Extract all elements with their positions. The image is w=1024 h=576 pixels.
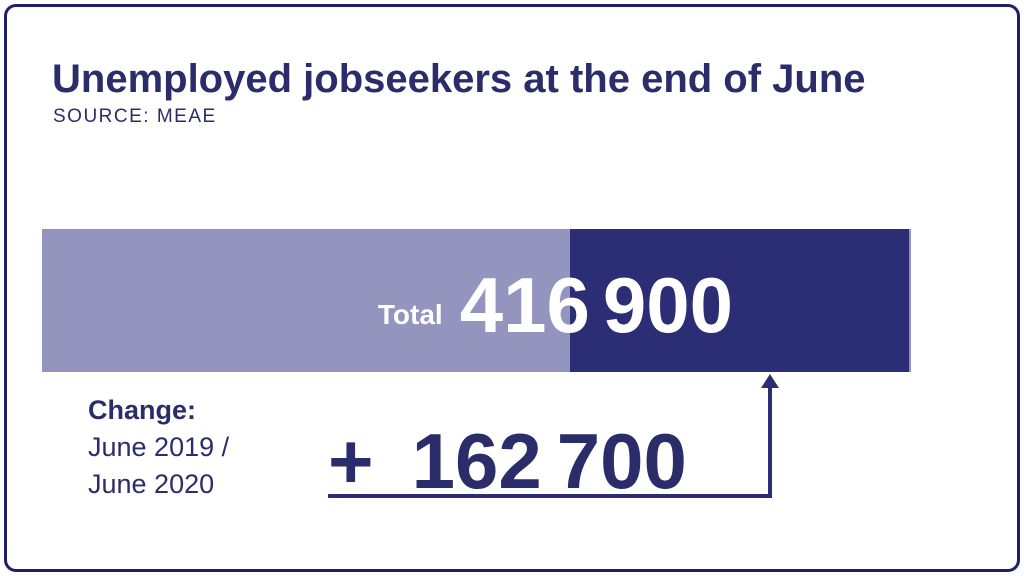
change-arrow-horizontal-line — [328, 494, 772, 498]
change-label-block: Change: June 2019 / June 2020 — [88, 392, 229, 503]
total-label: Total — [377, 298, 443, 330]
change-segment — [569, 229, 909, 372]
change-value-sign: + — [328, 417, 374, 505]
change-period-line2: June 2020 — [88, 469, 215, 499]
change-period-line1: June 2019 / — [88, 432, 230, 462]
change-arrow-head-icon — [761, 374, 779, 388]
change-label: Change: — [88, 395, 196, 425]
change-value: +162 700 — [328, 422, 687, 500]
total-value-thousands: 416 — [459, 260, 590, 349]
change-arrow-vertical-line — [768, 386, 772, 498]
change-value-thousands: 162 — [411, 417, 542, 505]
total-value-hundreds: 900 — [602, 260, 733, 349]
page-title: Unemployed jobseekers at the end of June — [52, 57, 866, 101]
total-bar: Total 416 900 — [42, 229, 911, 372]
total-value-group: Total 416 900 — [42, 229, 911, 372]
change-value-hundreds: 700 — [556, 417, 687, 505]
source-label: SOURCE: MEAE — [53, 106, 217, 127]
